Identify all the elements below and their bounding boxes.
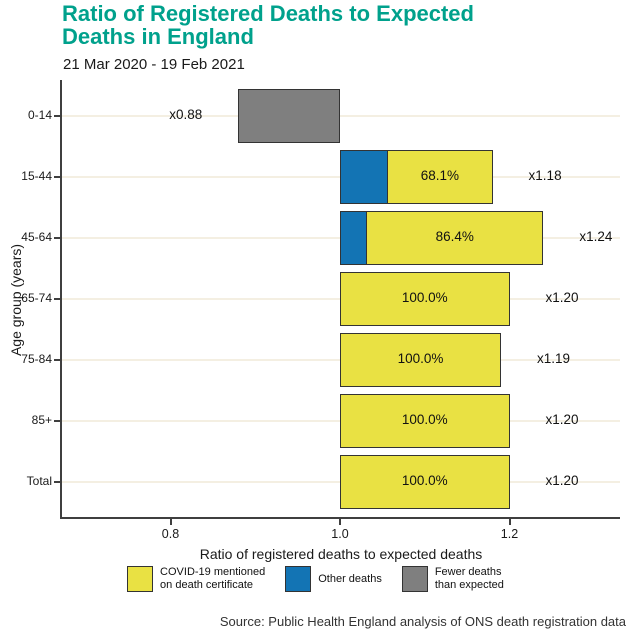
y-axis-tick-label: 75-84 <box>21 352 52 366</box>
legend-item-other: Other deaths <box>285 566 382 593</box>
y-axis-tick <box>54 481 60 483</box>
chart-title: Ratio of Registered Deaths to Expected D… <box>62 1 474 49</box>
bar-ratio-label: x1.20 <box>545 412 579 427</box>
legend-label-fewer: Fewer deaths than expected <box>434 566 504 592</box>
legend-swatch-fewer <box>401 566 428 593</box>
x-axis-tick <box>339 519 341 525</box>
legend-label-covid: COVID-19 mentioned on death certificate <box>160 566 266 592</box>
bar-segment-covid <box>387 150 493 204</box>
y-axis-tick <box>54 359 60 361</box>
y-axis-tick-label: 0-14 <box>27 108 52 122</box>
y-axis-tick <box>54 298 60 300</box>
y-axis-tick <box>54 420 60 422</box>
bar-segment-covid <box>366 211 544 265</box>
bar-ratio-label: x0.88 <box>169 107 203 122</box>
legend-swatch-other <box>285 566 312 593</box>
y-axis-tick-label: Total <box>26 474 52 488</box>
legend-swatch-covid <box>127 566 154 593</box>
x-axis-tick-label: 1.2 <box>500 527 519 541</box>
x-axis-tick <box>169 519 172 525</box>
bar-segment-other <box>340 211 368 265</box>
bar-percent-label: 100.0% <box>401 473 448 488</box>
y-axis-tick <box>54 176 60 178</box>
bar-segment-covid <box>340 333 502 387</box>
bar-segment-covid <box>340 394 510 448</box>
bar-percent-label: 100.0% <box>401 412 448 427</box>
y-axis-tick-label: 15-44 <box>21 169 52 183</box>
bar-segment-other <box>340 150 389 204</box>
legend-item-fewer: Fewer deaths than expected <box>401 566 504 593</box>
x-axis-tick-label: 0.8 <box>161 527 180 541</box>
bar-percent-label: 86.4% <box>435 229 474 244</box>
chart-subtitle: 21 Mar 2020 - 19 Feb 2021 <box>63 56 245 73</box>
bar-segment-covid <box>340 455 510 509</box>
x-axis-tick <box>508 519 511 525</box>
y-axis-tick-label: 65-74 <box>21 291 52 305</box>
bar-segment-covid <box>340 272 510 326</box>
legend-label-other: Other deaths <box>318 572 382 585</box>
bar-percent-label: 100.0% <box>397 351 444 366</box>
y-axis-tick <box>54 115 60 117</box>
bar-ratio-label: x1.20 <box>545 290 579 305</box>
legend: COVID-19 mentioned on death certificate Ot… <box>0 566 631 593</box>
bar-segment-fewer <box>238 89 340 143</box>
bar-ratio-label: x1.18 <box>528 168 562 183</box>
x-axis-title: Ratio of registered deaths to expected d… <box>199 546 483 562</box>
x-axis-tick-label: 1.0 <box>331 527 349 541</box>
y-axis-tick-label: 45-64 <box>21 230 52 244</box>
gridline <box>62 115 620 117</box>
bar-ratio-label: x1.19 <box>537 351 571 366</box>
source-note: Source: Public Health England analysis o… <box>219 614 626 629</box>
y-axis-tick-label: 85+ <box>31 413 52 427</box>
y-axis-tick <box>54 237 60 239</box>
bar-ratio-label: x1.24 <box>579 229 613 244</box>
plot-panel: x0.88 68.1% x1.18 86.4% x1.24 100.0% x1.20 100.… <box>60 80 620 519</box>
legend-item-covid: COVID-19 mentioned on death certificate <box>127 566 266 593</box>
bar-percent-label: 100.0% <box>401 290 448 305</box>
bar-ratio-label: x1.20 <box>545 473 579 488</box>
bar-percent-label: 68.1% <box>420 168 459 183</box>
